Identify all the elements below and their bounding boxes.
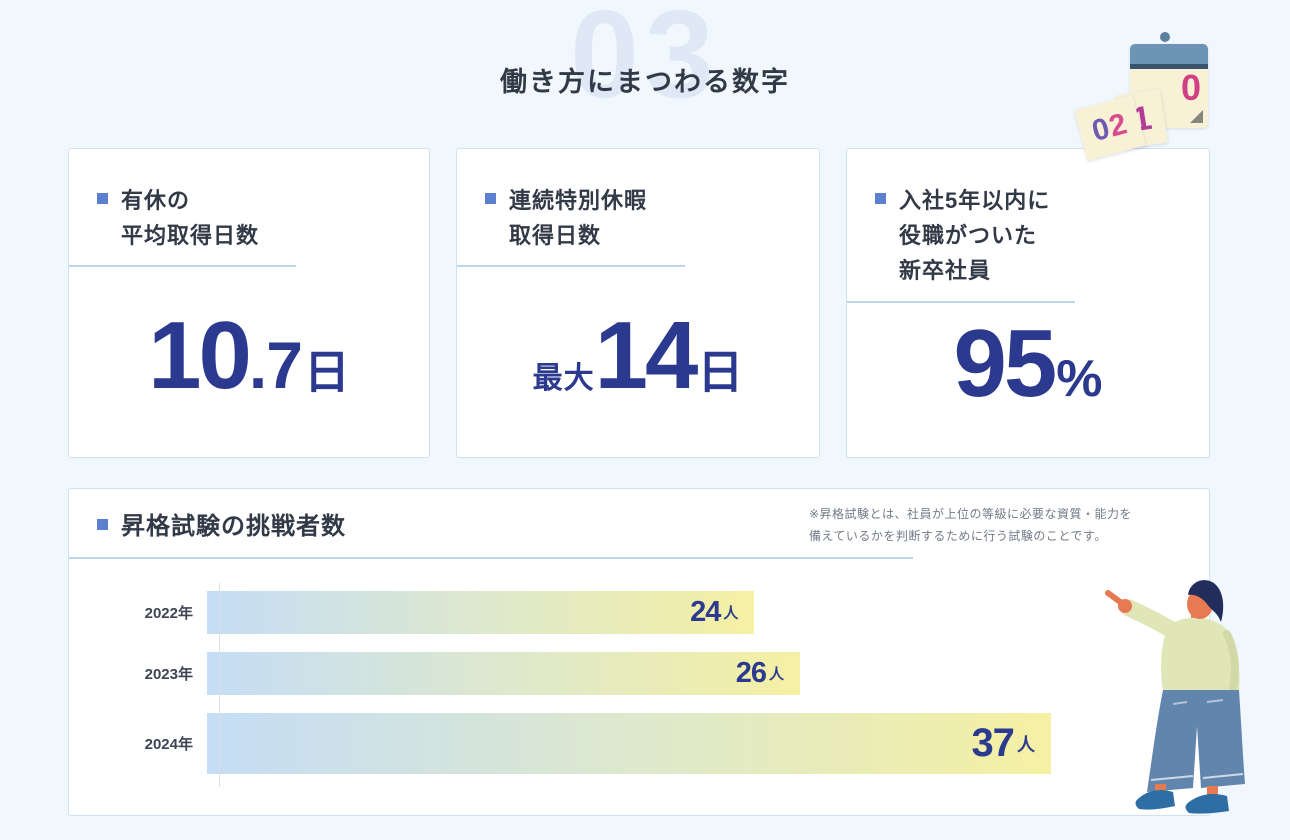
person-ankle — [1155, 784, 1166, 794]
bar-2022: 24 人 — [207, 591, 755, 634]
bar-2024: 37 人 — [207, 713, 1051, 774]
stat-card-heading-text: 有休の 平均取得日数 — [121, 183, 259, 253]
bar-track: 37 人 — [207, 713, 1165, 774]
chart-axis-line — [219, 583, 220, 787]
calendar-main-digit: 0 — [1180, 67, 1201, 108]
stat-value-prefix: 最大 — [532, 362, 595, 396]
heading-line: 入社5年以内に — [899, 188, 1051, 213]
bar-value: 26 — [735, 657, 767, 689]
stat-value-number: 14 — [594, 302, 699, 410]
stat-value-decimal: .7 — [248, 328, 303, 403]
heading-underline — [457, 265, 686, 268]
chart-title: 昇格試験の挑戦者数 — [121, 513, 346, 540]
chart-card-promotion-exam: 昇格試験の挑戦者数 ※昇格試験とは、社員が上位の等級に必要な資質・能力を 備えて… — [68, 488, 1210, 816]
bar-value-unit: 人 — [723, 605, 739, 622]
heading-line: 平均取得日数 — [121, 223, 260, 249]
page-title: 働き方にまつわる数字 — [500, 67, 790, 97]
stat-card-special-leave: 連続特別休暇 取得日数 最大14日 — [456, 148, 820, 458]
heading-line: 有休の — [121, 188, 191, 213]
heading-line: 連続特別休暇 — [509, 188, 648, 213]
stat-card-promoted-graduates: 入社5年以内に 役職がついた 新卒社員 95% — [846, 148, 1210, 458]
bar-value: 24 — [690, 596, 721, 628]
calendar-ring-icon — [1160, 32, 1170, 42]
bar-value-unit: 人 — [1016, 734, 1035, 755]
category-label: 2023年 — [144, 666, 193, 683]
bar-chart: 2022年 24 人 2023年 26 人 2024年 — [85, 583, 1165, 787]
stat-card-heading-text: 連続特別休暇 取得日数 — [509, 183, 647, 253]
section-number-watermark: 03 — [570, 0, 720, 124]
bar-value-unit: 人 — [769, 666, 785, 683]
calendar-folded-corner — [1190, 110, 1203, 123]
bar-track: 24 人 — [207, 591, 1165, 634]
person-jeans — [1147, 690, 1245, 792]
square-bullet-icon — [97, 193, 108, 204]
stat-value-number: 95 — [953, 309, 1057, 417]
chart-row-2023: 2023年 26 人 — [85, 652, 1165, 695]
calendar-header — [1130, 44, 1208, 69]
stat-value-number: 10 — [148, 302, 252, 410]
stat-value: 10.7日 — [69, 303, 429, 409]
person-ankle — [1207, 786, 1218, 796]
footnote-line: ※昇格試験とは、社員が上位の等級に必要な資質・能力を — [809, 507, 1133, 521]
square-bullet-icon — [97, 519, 108, 530]
category-label: 2024年 — [144, 736, 193, 753]
stat-card-heading: 有休の 平均取得日数 — [69, 149, 429, 253]
chart-heading: 昇格試験の挑戦者数 — [69, 489, 1209, 545]
person-shoe — [1135, 790, 1175, 810]
stat-value-unit: % — [1056, 349, 1103, 408]
jeans-pocket-lines — [1172, 699, 1224, 705]
heading-line: 新卒社員 — [899, 258, 992, 284]
stat-card-paid-leave: 有休の 平均取得日数 10.7日 — [68, 148, 430, 458]
heading-underline — [69, 265, 296, 268]
person-back-arm — [1223, 630, 1239, 692]
square-bullet-icon — [485, 193, 496, 204]
stat-card-heading: 入社5年以内に 役職がついた 新卒社員 — [847, 149, 1209, 289]
chart-row-2022: 2022年 24 人 — [85, 591, 1165, 634]
person-torso — [1161, 617, 1240, 692]
stat-value: 95% — [847, 309, 1209, 417]
person-hair — [1188, 580, 1224, 622]
stat-card-heading-text: 入社5年以内に 役職がついた 新卒社員 — [899, 183, 1050, 289]
category-label: 2022年 — [144, 605, 193, 622]
calendar-page-digit: 02 — [1088, 107, 1132, 149]
pointing-person-illustration — [1105, 580, 1245, 814]
heading-line: 取得日数 — [509, 223, 602, 249]
square-bullet-icon — [875, 193, 886, 204]
person-pointing-finger — [1105, 590, 1126, 607]
heading-underline — [69, 557, 913, 559]
stat-value: 最大14日 — [457, 303, 819, 409]
bar-2023: 26 人 — [207, 652, 801, 695]
jeans-cuff-lines — [1150, 773, 1244, 781]
chart-footnote: ※昇格試験とは、社員が上位の等級に必要な資質・能力を 備えているかを判断するため… — [809, 503, 1209, 547]
chart-row-2024: 2024年 37 人 — [85, 713, 1165, 774]
heading-line: 役職がついた — [899, 223, 1038, 249]
stat-value-unit: 日 — [697, 346, 744, 399]
heading-underline — [847, 300, 1076, 303]
footnote-line: 備えているかを判断するために行う試験のことです。 — [809, 529, 1107, 544]
flip-calendar-icon: 0 1 02 — [1074, 26, 1234, 161]
bar-value: 37 — [971, 721, 1014, 765]
stat-value-unit: 日 — [303, 346, 350, 399]
stat-card-heading: 連続特別休暇 取得日数 — [457, 149, 819, 253]
person-shoe — [1185, 794, 1229, 814]
bar-track: 26 人 — [207, 652, 1165, 695]
